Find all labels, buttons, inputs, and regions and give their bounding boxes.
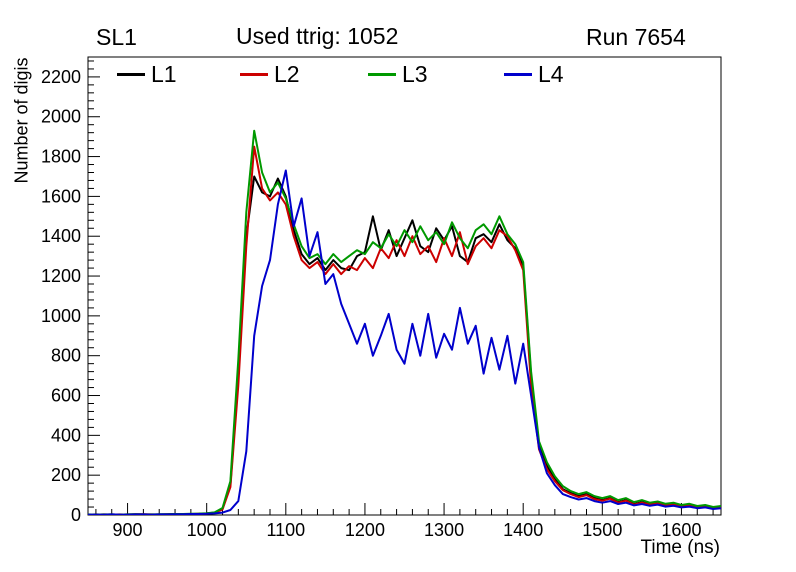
svg-text:800: 800 bbox=[51, 346, 81, 366]
svg-text:1600: 1600 bbox=[41, 186, 81, 206]
x-axis-title: Time (ns) bbox=[640, 537, 720, 558]
legend-label-l3: L3 bbox=[402, 61, 428, 87]
svg-text:1400: 1400 bbox=[503, 520, 543, 540]
legend-entry-l3: L3 bbox=[368, 62, 428, 86]
legend-entry-l1: L1 bbox=[117, 62, 177, 86]
svg-text:1400: 1400 bbox=[41, 226, 81, 246]
svg-text:1200: 1200 bbox=[345, 520, 385, 540]
svg-text:1600: 1600 bbox=[661, 520, 701, 540]
legend-line-l1-icon bbox=[117, 72, 145, 76]
svg-text:900: 900 bbox=[113, 520, 143, 540]
svg-text:600: 600 bbox=[51, 386, 81, 406]
svg-text:1100: 1100 bbox=[266, 520, 305, 540]
svg-text:200: 200 bbox=[51, 465, 81, 485]
svg-text:1000: 1000 bbox=[41, 306, 81, 326]
superlayer-title: SL1 bbox=[96, 24, 137, 50]
svg-text:400: 400 bbox=[51, 425, 81, 445]
ttrig-title: Used ttrig: 1052 bbox=[236, 23, 399, 49]
svg-text:2200: 2200 bbox=[41, 67, 81, 87]
svg-text:1800: 1800 bbox=[41, 147, 81, 167]
svg-text:1500: 1500 bbox=[582, 520, 622, 540]
legend-line-l3-icon bbox=[368, 72, 396, 76]
svg-text:1300: 1300 bbox=[424, 520, 464, 540]
legend-label-l4: L4 bbox=[538, 61, 564, 87]
svg-text:0: 0 bbox=[71, 505, 81, 525]
legend-label-l2: L2 bbox=[274, 61, 300, 87]
y-axis-title: Number of digis bbox=[11, 57, 32, 184]
legend-label-l1: L1 bbox=[151, 61, 177, 87]
legend-line-l4-icon bbox=[504, 72, 532, 76]
legend-entry-l4: L4 bbox=[504, 62, 564, 86]
svg-text:1000: 1000 bbox=[187, 520, 227, 540]
legend-entry-l2: L2 bbox=[240, 62, 300, 86]
svg-text:1200: 1200 bbox=[41, 266, 81, 286]
run-title: Run 7654 bbox=[586, 24, 686, 50]
svg-text:2000: 2000 bbox=[41, 107, 81, 127]
legend-line-l2-icon bbox=[240, 72, 268, 76]
